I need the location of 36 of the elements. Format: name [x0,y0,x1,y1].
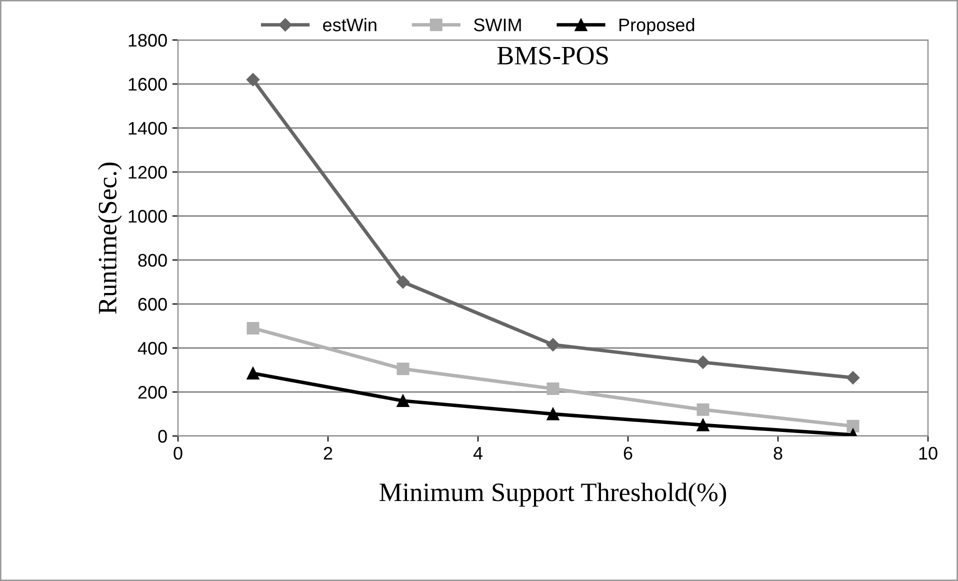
x-tick-label: 10 [919,446,938,460]
y-tick-label: 1400 [128,122,167,135]
point [846,420,860,432]
y-tick-label: 1000 [128,210,167,223]
point [696,403,710,416]
point [546,338,560,352]
chart-title: BMS-POS [497,46,608,65]
x-axis-title: Minimum Support Threshold(%) [380,482,726,507]
y-tick-label: 1800 [128,34,167,47]
legend-label: Proposed [619,18,694,35]
y-tick-label: 1200 [128,166,167,179]
point [246,367,260,380]
point [696,418,710,432]
y-tick-label: 200 [138,386,167,399]
point [396,275,410,289]
point [696,356,710,369]
point [546,382,560,395]
y-tick-label: 400 [138,342,167,355]
y-tick-label: 0 [158,430,167,443]
y-axis-title: Runtime(Sec.) [98,162,122,314]
x-tick-label: 6 [624,446,632,460]
point [246,322,260,334]
x-tick-label: 2 [324,446,332,460]
point [246,73,260,86]
legend-label: SWIM [474,18,521,32]
y-tick-label: 600 [138,298,167,311]
y-tick-label: 1600 [128,78,167,91]
x-tick-label: 4 [473,447,482,460]
point [846,371,860,384]
point [396,362,410,376]
point [546,408,560,420]
y-tick-label: 800 [138,254,167,267]
x-tick-label: 8 [774,446,782,460]
x-tick-label: 0 [174,446,182,460]
legend-label: estWin [323,18,376,32]
point [396,394,410,408]
